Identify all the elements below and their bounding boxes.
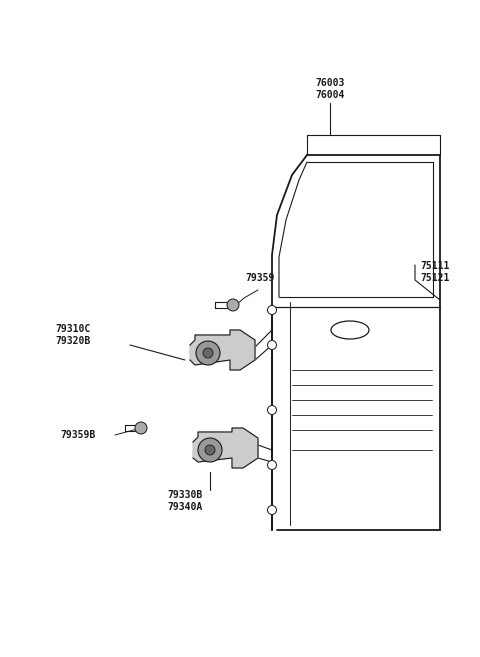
Circle shape [267,306,276,315]
Polygon shape [193,428,258,468]
Circle shape [203,348,213,358]
Text: 76003
76004: 76003 76004 [315,78,345,100]
Circle shape [227,299,239,311]
Circle shape [196,341,220,365]
Polygon shape [190,330,255,370]
Text: 79359: 79359 [245,273,275,283]
Circle shape [267,461,276,470]
Circle shape [198,438,222,462]
Text: 75111
75121: 75111 75121 [420,261,449,283]
Text: 79310C
79320B: 79310C 79320B [55,324,90,346]
Circle shape [267,405,276,415]
Text: 79359B: 79359B [60,430,95,440]
Circle shape [135,422,147,434]
Circle shape [205,445,215,455]
Circle shape [267,505,276,514]
Text: 79330B
79340A: 79330B 79340A [168,490,203,512]
Circle shape [267,340,276,350]
